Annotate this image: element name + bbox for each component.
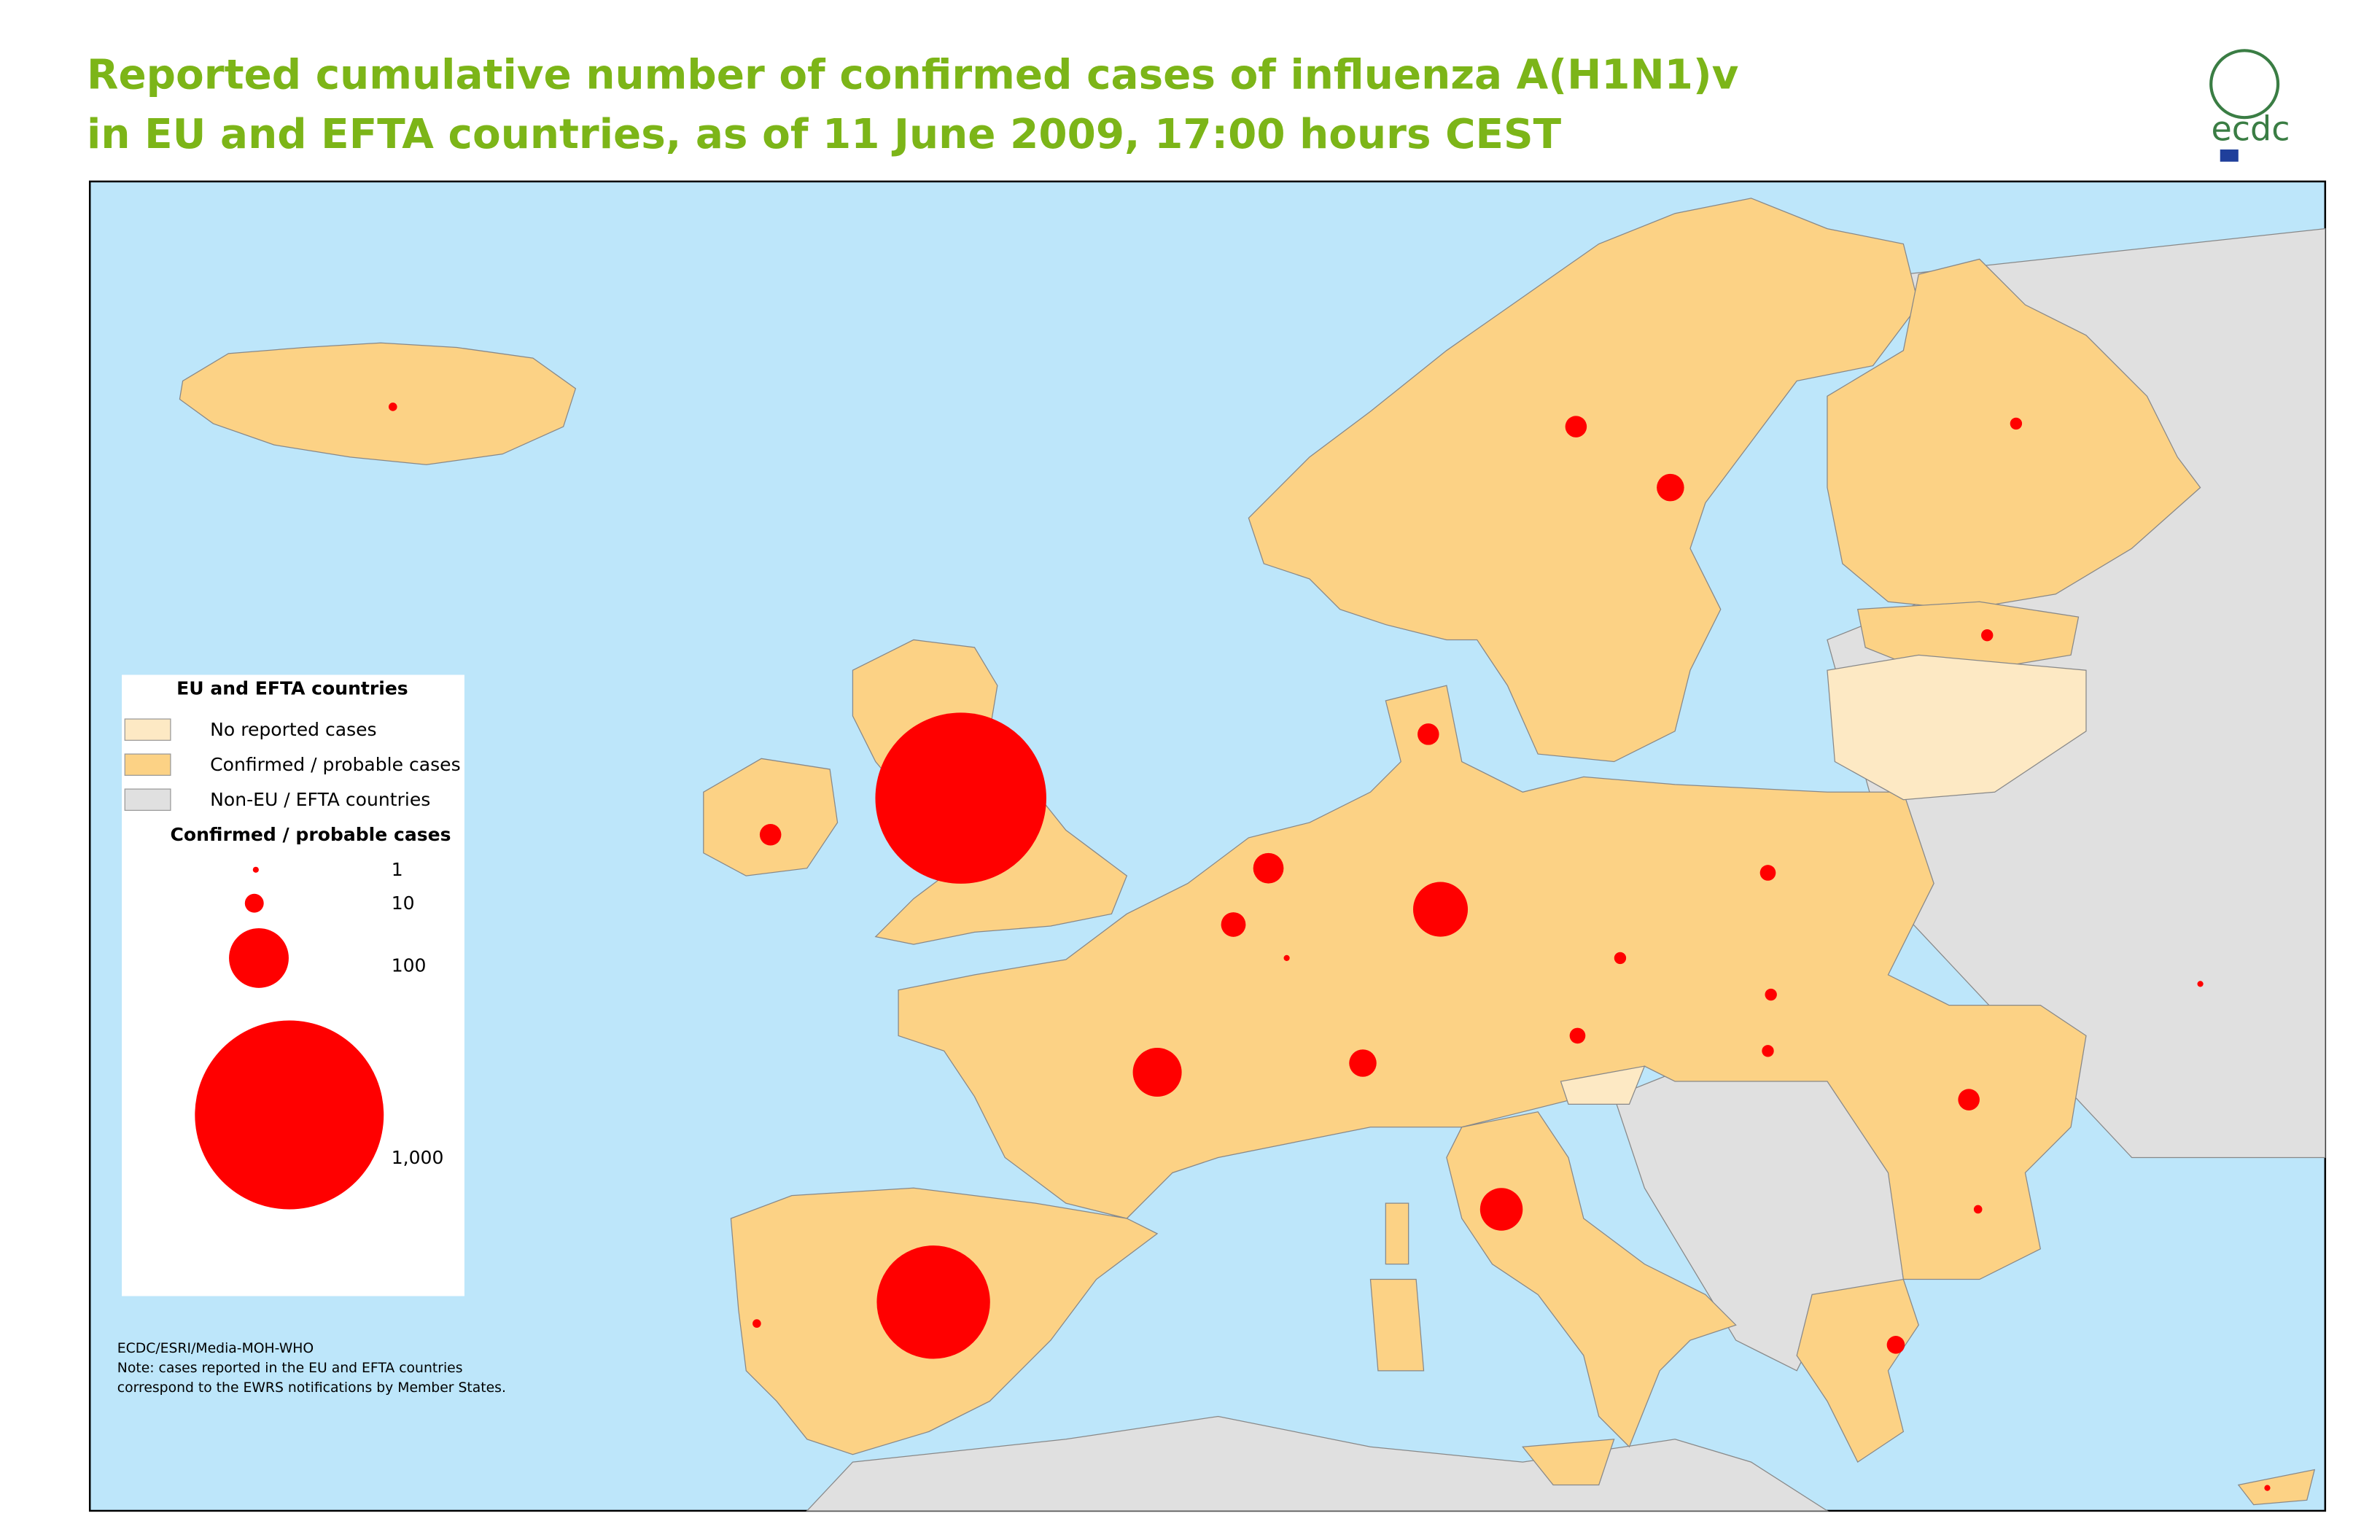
case-bubble <box>1958 1089 1980 1111</box>
greece <box>1796 1278 1919 1463</box>
case-bubble <box>1221 912 1246 937</box>
legend-label: Confirmed / probable cases <box>210 754 460 775</box>
legend: EU and EFTA countries Confirmed / probab… <box>122 674 464 1296</box>
title-line: Reported cumulative number of confirmed … <box>87 51 1738 98</box>
legend-bubble <box>229 928 289 988</box>
logo-text: ecdc <box>2212 109 2290 148</box>
legend-swatch <box>124 788 171 811</box>
legend-label: Non-EU / EFTA countries <box>210 789 430 810</box>
iceland <box>179 342 577 465</box>
case-bubble <box>1973 1205 1983 1214</box>
case-bubble <box>2264 1485 2271 1491</box>
case-bubble <box>1762 1045 1774 1057</box>
north-africa <box>806 1415 1829 1512</box>
case-bubble <box>759 823 782 846</box>
case-bubble <box>388 402 397 411</box>
source-line: Note: cases reported in the EU and EFTA … <box>117 1361 463 1376</box>
corsica <box>1385 1202 1409 1265</box>
case-bubble <box>752 1319 761 1328</box>
case-bubble <box>1283 954 1290 961</box>
logo: ecdc <box>2209 49 2290 162</box>
legend-size-label: 1 <box>392 859 403 880</box>
case-bubble <box>1614 952 1627 965</box>
bubbles <box>388 402 2271 1491</box>
case-bubble <box>1565 416 1587 438</box>
case-bubble <box>1765 988 1777 1001</box>
source-line: ECDC/ESRI/Media-MOH-WHO <box>117 1341 314 1356</box>
latvia-lithuania <box>1827 654 2087 801</box>
source-line: correspond to the EWRS notifications by … <box>117 1380 506 1396</box>
legend-size-label: 1,000 <box>392 1147 444 1168</box>
legend-swatch <box>124 753 171 776</box>
estonia <box>1856 601 2080 671</box>
sicily <box>1522 1439 1615 1486</box>
case-bubble <box>1418 723 1439 745</box>
case-bubble <box>2010 417 2023 430</box>
legend-size-title: Confirmed / probable cases <box>170 824 451 845</box>
cyprus <box>2237 1469 2316 1506</box>
eu-flag <box>2220 149 2239 162</box>
case-bubble <box>875 712 1046 884</box>
case-bubble <box>1657 473 1684 502</box>
case-bubble <box>1349 1049 1377 1077</box>
finland <box>1827 258 2201 610</box>
legend-bubble <box>244 893 264 913</box>
case-bubble <box>1253 852 1284 884</box>
legend-label: No reported cases <box>210 719 376 740</box>
case-bubble <box>1886 1336 1905 1354</box>
italy <box>1446 1111 1737 1448</box>
case-bubble <box>1132 1048 1182 1097</box>
legend-bubble <box>195 1020 384 1210</box>
legend-swatch <box>124 718 171 741</box>
case-bubble <box>1569 1027 1586 1044</box>
case-bubble <box>2197 981 2204 987</box>
sardinia <box>1369 1278 1425 1372</box>
case-bubble <box>1479 1188 1523 1231</box>
case-bubble <box>876 1245 990 1359</box>
ireland <box>703 758 839 876</box>
case-bubble <box>1412 882 1469 937</box>
case-bubble <box>1981 629 1994 642</box>
case-bubble <box>1759 865 1776 881</box>
title-line: in EU and EFTA countries, as of 11 June … <box>87 111 1562 158</box>
scandinavia <box>1248 198 1919 763</box>
continent <box>898 685 2087 1280</box>
legend-size-label: 10 <box>392 892 415 914</box>
legend-bubble <box>252 866 259 873</box>
slovenia <box>1560 1065 1646 1105</box>
legend-size-label: 100 <box>392 955 427 976</box>
logo-globe <box>2209 49 2280 120</box>
legend-title: EU and EFTA countries <box>176 678 408 699</box>
